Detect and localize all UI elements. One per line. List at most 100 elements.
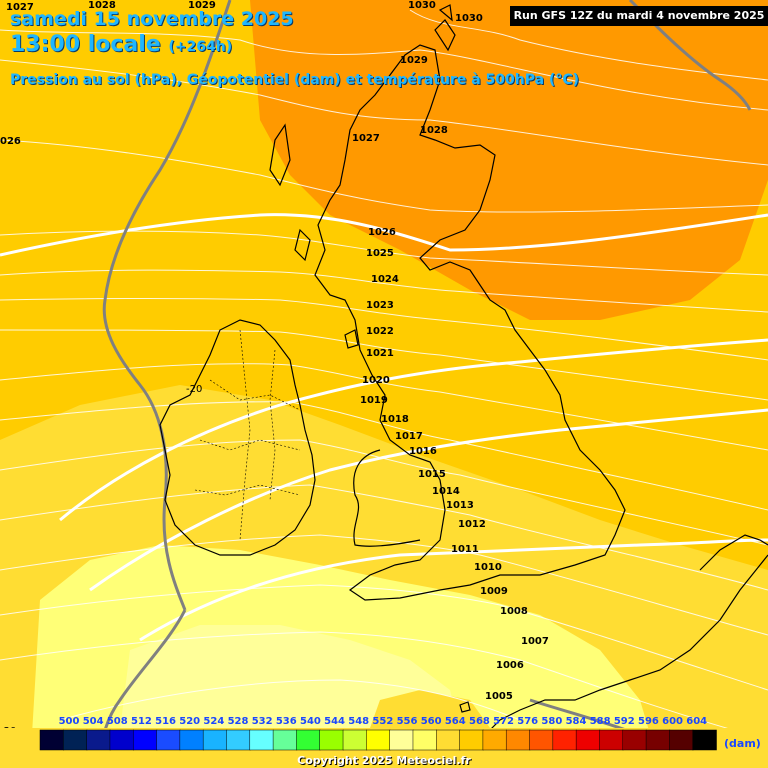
scale-label: 508	[107, 716, 128, 727]
scale-swatch	[86, 729, 111, 751]
scale-swatch	[482, 729, 507, 751]
scale-label: 520	[179, 716, 200, 727]
scale-label: 544	[324, 716, 345, 727]
scale-label: 592	[614, 716, 635, 727]
isobar-label: 1023	[366, 300, 394, 311]
isobar-label: 1010	[474, 562, 502, 573]
coastlines	[159, 4, 768, 768]
ireland-county-borders	[194, 329, 301, 541]
scale-swatch	[109, 729, 134, 751]
run-info: Run GFS 12Z du mardi 4 novembre 2025	[510, 6, 768, 26]
copyright: Copyright 2025 Meteociel.fr	[297, 754, 471, 767]
scale-label: 528	[228, 716, 249, 727]
scale-swatch	[436, 729, 461, 751]
isobar-label: 1007	[521, 636, 549, 647]
map-description: Pression au sol (hPa), Géopotentiel (dam…	[10, 72, 579, 88]
scale-swatch	[39, 729, 65, 751]
scale-swatch	[459, 729, 484, 751]
scale-label: 584	[566, 716, 587, 727]
scale-label: 536	[276, 716, 297, 727]
scale-swatch	[692, 729, 717, 751]
scale-label: 588	[590, 716, 611, 727]
scale-swatch	[366, 729, 391, 751]
isobar-label: 1012	[458, 519, 486, 530]
isobar-label: 1020	[362, 375, 390, 386]
isobar-label: 1022	[366, 326, 394, 337]
scale-label: 560	[421, 716, 442, 727]
isobar-label: 1026	[368, 227, 396, 238]
isobar-label: 1018	[381, 414, 409, 425]
scale-swatch	[505, 729, 531, 751]
edge-isobar-label: 026	[0, 136, 21, 147]
edge-isobar-label: 1027	[6, 2, 34, 13]
scale-label: 568	[469, 716, 490, 727]
zone-palest	[120, 625, 460, 730]
isobar-label: 1030	[455, 13, 483, 24]
temperature-label: -20	[186, 384, 203, 395]
scale-swatch	[249, 729, 274, 751]
zone-orange	[250, 0, 768, 320]
scale-label: 552	[372, 716, 393, 727]
scale-label: 516	[155, 716, 176, 727]
isobar-label: 1025	[366, 248, 394, 259]
scale-label: 532	[252, 716, 273, 727]
scale-swatch	[272, 729, 298, 751]
scale-label: 600	[662, 716, 683, 727]
isobar-label: 1027	[352, 133, 380, 144]
forecast-date: samedi 15 novembre 2025	[10, 8, 294, 30]
scale-swatch	[412, 729, 438, 751]
scale-swatch	[319, 729, 344, 751]
coast-great-britain	[314, 44, 626, 601]
scale-swatch	[156, 729, 181, 751]
scale-label: 548	[348, 716, 369, 727]
coast-continent	[469, 554, 768, 768]
color-scale: 500 504 508 512 516 520 524 528 532 536 540 544 548 5…	[39, 716, 717, 751]
isobar-label: 1014	[432, 486, 460, 497]
scale-label: 580	[541, 716, 562, 727]
scale-swatch	[179, 729, 204, 751]
scale-label: 604	[686, 716, 707, 727]
scale-swatch	[132, 729, 158, 751]
isobar-label: 1009	[480, 586, 508, 597]
isobar-label: 1008	[500, 606, 528, 617]
scale-label: 512	[131, 716, 152, 727]
scale-swatch	[202, 729, 228, 751]
isobar-label: 1017	[395, 431, 423, 442]
isobar-label: 1029	[400, 55, 428, 66]
scale-swatch	[669, 729, 694, 751]
isobar-label: 1015	[418, 469, 446, 480]
scale-label: 540	[300, 716, 321, 727]
scale-label: 500	[59, 716, 80, 727]
scale-swatch	[599, 729, 624, 751]
isobar-label: 1005	[485, 691, 513, 702]
scale-units: (dam)	[724, 737, 761, 750]
isobar-label: 1028	[420, 125, 448, 136]
scale-label: 524	[203, 716, 224, 727]
scale-swatch	[622, 729, 647, 751]
scale-label: 576	[517, 716, 538, 727]
forecast-time-text: 13:00 locale	[10, 32, 161, 57]
isobar-label: 1019	[360, 395, 388, 406]
scale-swatch	[226, 729, 251, 751]
scale-label: 572	[493, 716, 514, 727]
scale-swatch	[529, 729, 554, 751]
scale-swatch	[63, 729, 88, 751]
scale-label: 556	[397, 716, 418, 727]
coast-ireland	[159, 319, 316, 556]
forecast-time: 13:00 locale (+264h)	[10, 32, 232, 57]
scale-label: 504	[83, 716, 104, 727]
scale-swatch	[575, 729, 601, 751]
scale-label: 596	[638, 716, 659, 727]
isobar-label: 1021	[366, 348, 394, 359]
scale-swatch	[645, 729, 671, 751]
isobar-label: 1006	[496, 660, 524, 671]
scale-swatch	[389, 729, 414, 751]
isobar-label: 1016	[409, 446, 437, 457]
geopotential-lines	[0, 213, 768, 642]
isobar-label: 1024	[371, 274, 399, 285]
scale-label: 564	[445, 716, 466, 727]
scale-swatch	[552, 729, 577, 751]
edge-isobar-label: 1028	[88, 0, 116, 11]
edge-isobar-label: 1030	[408, 0, 436, 11]
